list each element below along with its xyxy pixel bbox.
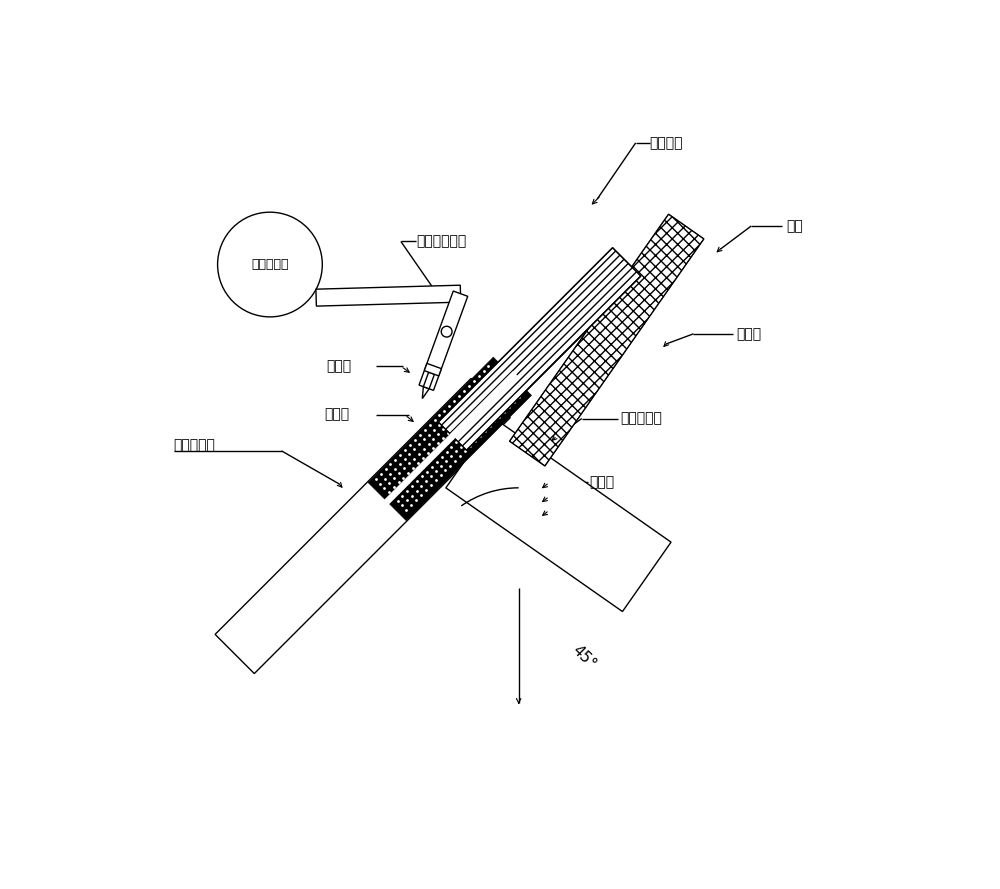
Circle shape [441, 326, 452, 337]
Polygon shape [417, 248, 641, 472]
Text: 内层金属体: 内层金属体 [620, 412, 662, 426]
Polygon shape [510, 214, 704, 466]
Polygon shape [419, 291, 468, 390]
Text: 45°: 45° [569, 643, 598, 672]
Text: 密封胶: 密封胶 [324, 408, 349, 421]
Polygon shape [368, 357, 531, 521]
Circle shape [218, 212, 322, 316]
Polygon shape [382, 372, 517, 507]
Text: 屏蔽层: 屏蔽层 [736, 327, 761, 340]
Text: 锥形平端针头: 锥形平端针头 [416, 235, 467, 248]
Text: 外层金属体: 外层金属体 [174, 438, 216, 453]
Text: 线缆: 线缆 [786, 219, 803, 233]
Polygon shape [422, 387, 429, 398]
Polygon shape [215, 379, 510, 674]
Text: 间隙溢胶: 间隙溢胶 [650, 136, 683, 150]
Polygon shape [424, 364, 441, 376]
Polygon shape [446, 419, 671, 612]
Text: 压力灌胶机: 压力灌胶机 [251, 258, 289, 271]
Text: 灌胶槽: 灌胶槽 [590, 476, 615, 490]
Text: 灌胶孔: 灌胶孔 [326, 359, 351, 373]
Polygon shape [438, 248, 641, 451]
Polygon shape [316, 285, 461, 306]
Polygon shape [423, 372, 434, 388]
